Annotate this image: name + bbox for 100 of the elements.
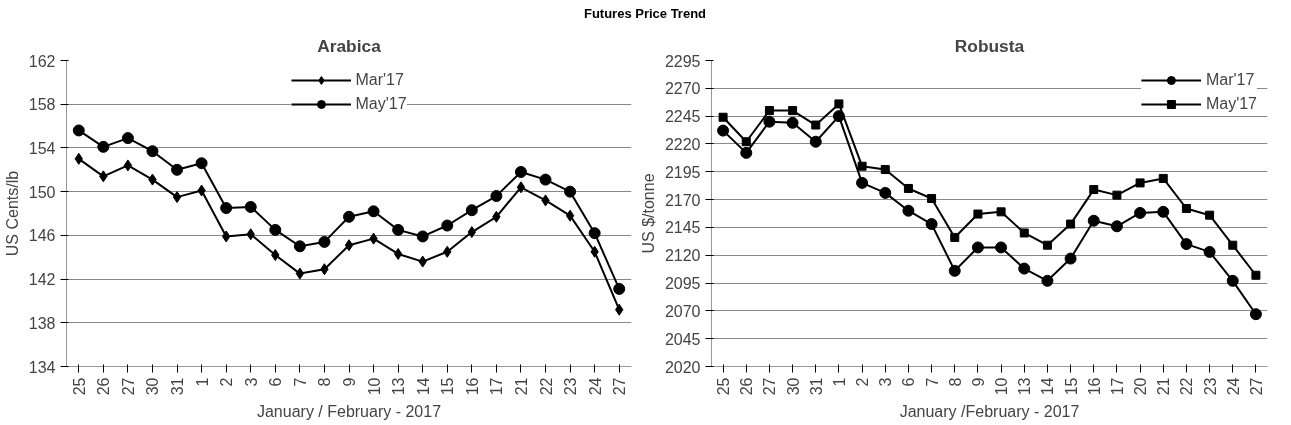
point (1110, 220, 1123, 233)
point (741, 137, 751, 147)
y-tick-label: 2045 (664, 330, 701, 348)
point (1066, 219, 1076, 229)
point (1089, 185, 1099, 195)
point (1135, 178, 1145, 188)
point (857, 161, 867, 171)
point (1112, 190, 1122, 200)
x-tick-label: 22 (1178, 377, 1196, 396)
y-tick-label: 2145 (664, 219, 701, 237)
point (588, 227, 601, 240)
y-tick-label: 2120 (664, 247, 701, 265)
point (811, 120, 821, 130)
point (1018, 262, 1031, 275)
y-tick-label: 2195 (664, 163, 701, 181)
point (318, 235, 331, 248)
y-tick-label: 146 (28, 227, 56, 245)
point (564, 185, 577, 198)
x-tick-label: 13 (390, 377, 408, 396)
x-tick-label: 24 (586, 377, 604, 396)
point (367, 205, 380, 218)
point (971, 241, 984, 254)
x-tick-label: 9 (341, 377, 358, 387)
y-tick-label: 150 (28, 183, 56, 201)
x-tick-label: 26 (95, 377, 113, 396)
y-tick-label: 2270 (664, 80, 701, 98)
point (172, 191, 182, 204)
y-tick-label: 134 (28, 358, 56, 376)
point (1228, 240, 1238, 250)
point (788, 106, 798, 116)
x-tick-label: 17 (1108, 377, 1126, 396)
x-tick-label: 27 (1247, 377, 1265, 396)
point (613, 282, 626, 295)
point (764, 106, 774, 116)
point (879, 186, 892, 199)
point (717, 124, 730, 137)
y-tick-label: 2220 (664, 135, 701, 153)
x-tick-label: 10 (993, 377, 1011, 396)
x-tick-label: 17 (488, 377, 506, 396)
point (880, 165, 890, 175)
y-tick-label: 2170 (664, 191, 701, 209)
point (1249, 308, 1262, 321)
x-tick-label: 15 (439, 377, 457, 396)
x-tick-label: 20 (1132, 377, 1150, 396)
y-tick-label: 2095 (664, 275, 701, 293)
x-tick-label: 7 (291, 377, 309, 387)
point (269, 223, 282, 236)
point (1251, 270, 1261, 280)
point (1042, 240, 1052, 250)
point (902, 204, 915, 217)
y-tick-label: 142 (28, 271, 56, 289)
x-tick-label: 9 (969, 377, 987, 387)
point (295, 267, 305, 280)
y-tick-label: 162 (28, 52, 56, 70)
point (393, 247, 403, 260)
x-tick-label: 25 (715, 377, 733, 396)
point (809, 135, 822, 148)
x-tick-label: 10 (365, 377, 383, 396)
point (565, 209, 575, 222)
x-tick-label: 16 (1085, 377, 1103, 396)
x-tick-label: 7 (923, 377, 941, 387)
y-tick-label: 2070 (664, 302, 701, 320)
point (995, 241, 1008, 254)
point (1226, 274, 1239, 287)
point (718, 112, 728, 122)
x-tick-label: 2 (218, 377, 236, 387)
point (903, 183, 913, 193)
x-tick-label: 15 (1062, 377, 1080, 396)
point (416, 230, 429, 243)
x-tick-label: 8 (316, 377, 334, 387)
legend-label: Mar'17 (1205, 71, 1255, 89)
chart-title: Arabica (317, 35, 382, 56)
point (927, 193, 937, 203)
x-tick-label: 2 (854, 377, 872, 387)
y-tick-label: 154 (28, 139, 56, 157)
x-tick-label: 25 (70, 377, 88, 396)
x-tick-label: 24 (1224, 377, 1242, 396)
chart-title: Robusta (954, 35, 1025, 56)
point (1181, 203, 1191, 213)
point (996, 207, 1006, 217)
x-tick-label: 14 (1039, 377, 1057, 396)
x-axis-title: January /February - 2017 (899, 403, 1080, 421)
point (1041, 274, 1054, 287)
x-tick-label: 16 (463, 377, 481, 396)
point (948, 264, 961, 277)
point (1158, 173, 1168, 183)
point (973, 209, 983, 219)
point (293, 240, 306, 253)
point (1087, 214, 1100, 227)
point (97, 140, 110, 153)
point (441, 219, 454, 232)
x-tick-label: 6 (267, 377, 285, 387)
x-tick-label: 27 (761, 377, 779, 396)
point (950, 232, 960, 242)
point (244, 200, 257, 213)
x-axis-title: January / February - 2017 (256, 403, 442, 421)
point (1134, 206, 1147, 219)
point (786, 116, 799, 129)
x-tick-label: 30 (144, 377, 162, 396)
x-tick-label: 23 (1201, 377, 1219, 396)
